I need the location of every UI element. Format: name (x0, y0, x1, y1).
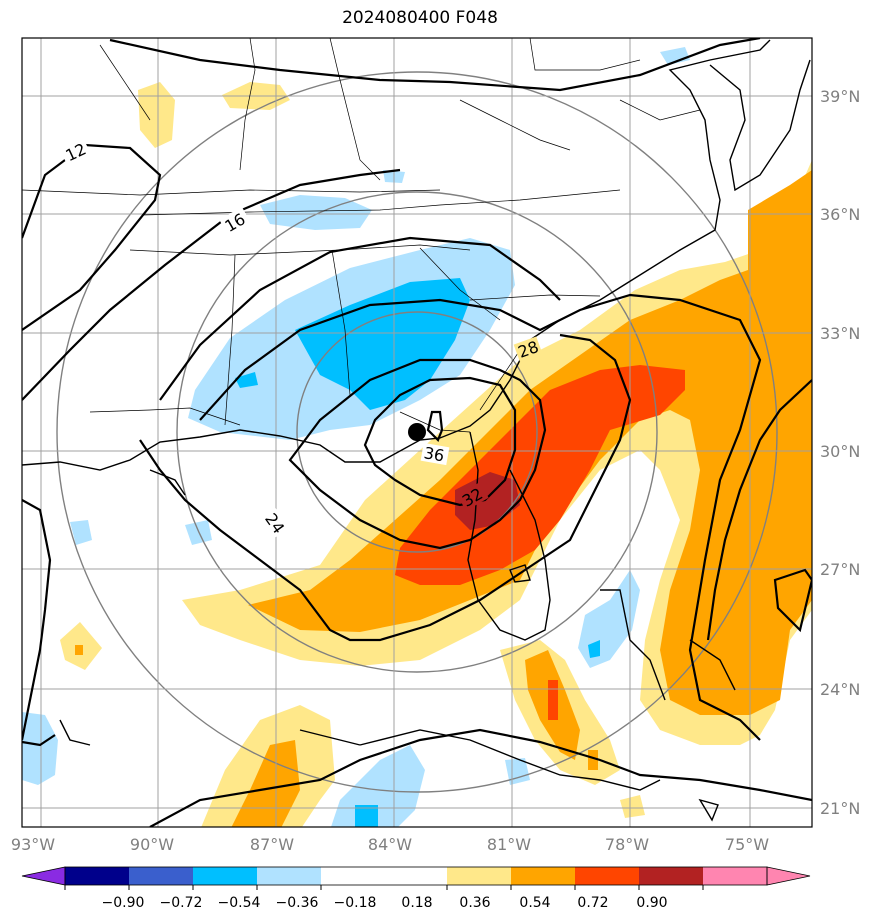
positive-shading (60, 82, 812, 827)
colorbar-tick: 0.54 (519, 895, 550, 911)
colorbar-bin (257, 867, 321, 885)
colorbar-tick: −0.18 (334, 895, 377, 911)
lon-label: 75°W (725, 835, 769, 854)
colorbar-tick: −0.72 (160, 895, 203, 911)
map-frame (21, 37, 813, 828)
map-area: 12 16 24 28 32 36 (22, 38, 812, 827)
colorbar-bin (575, 867, 639, 885)
lat-label: 21°N (820, 799, 860, 818)
colorbar-tick: 0.18 (401, 895, 432, 911)
contour-label-24: 24 (261, 510, 288, 538)
colorbar-tick: 0.90 (636, 895, 667, 911)
range-rings (56, 71, 778, 793)
storm-center-marker (408, 423, 426, 441)
colorbar-tick: −0.90 (102, 895, 145, 911)
graticule (22, 38, 812, 827)
lon-label: 81°W (487, 835, 531, 854)
map-title: 2024080400 F048 (342, 8, 498, 28)
lat-label: 33°N (820, 324, 860, 343)
colorbar-bin (129, 867, 193, 885)
state-boundaries (22, 38, 701, 433)
contour-label-36: 36 (422, 443, 445, 465)
colorbar-bin (639, 867, 703, 885)
colorbar-tick: −0.36 (276, 895, 319, 911)
lon-label: 87°W (250, 835, 294, 854)
lat-label: 27°N (820, 560, 860, 579)
longitude-labels: 93°W 90°W 87°W 84°W 81°W 78°W 75°W (11, 835, 769, 854)
colorbar-bin (321, 867, 447, 885)
colorbar-bin (447, 867, 511, 885)
colorbar-tick: −0.54 (218, 895, 261, 911)
lon-label: 84°W (368, 835, 412, 854)
negative-shading (22, 47, 690, 827)
lon-label: 90°W (130, 835, 174, 854)
colorbar-bin (703, 867, 767, 885)
colorbar: −0.90 −0.72 −0.54 −0.36 −0.18 0.18 0.36 … (21, 866, 811, 911)
latitude-labels: 39°N 36°N 33°N 30°N 27°N 24°N 21°N (820, 87, 860, 818)
colorbar-bin (511, 867, 575, 885)
coastlines (22, 39, 811, 822)
colorbar-bin (193, 867, 257, 885)
colorbar-max-extend (766, 866, 811, 886)
lat-label: 30°N (820, 442, 860, 461)
lat-label: 36°N (820, 205, 860, 224)
lon-label: 78°W (605, 835, 649, 854)
colorbar-min-extend (21, 866, 66, 886)
colorbar-tick: 0.72 (577, 895, 608, 911)
lon-label: 93°W (11, 835, 55, 854)
lat-label: 24°N (820, 680, 860, 699)
wind-contours (22, 38, 812, 827)
lat-label: 39°N (820, 87, 860, 106)
colorbar-bin (65, 867, 129, 885)
colorbar-tick: 0.36 (459, 895, 490, 911)
